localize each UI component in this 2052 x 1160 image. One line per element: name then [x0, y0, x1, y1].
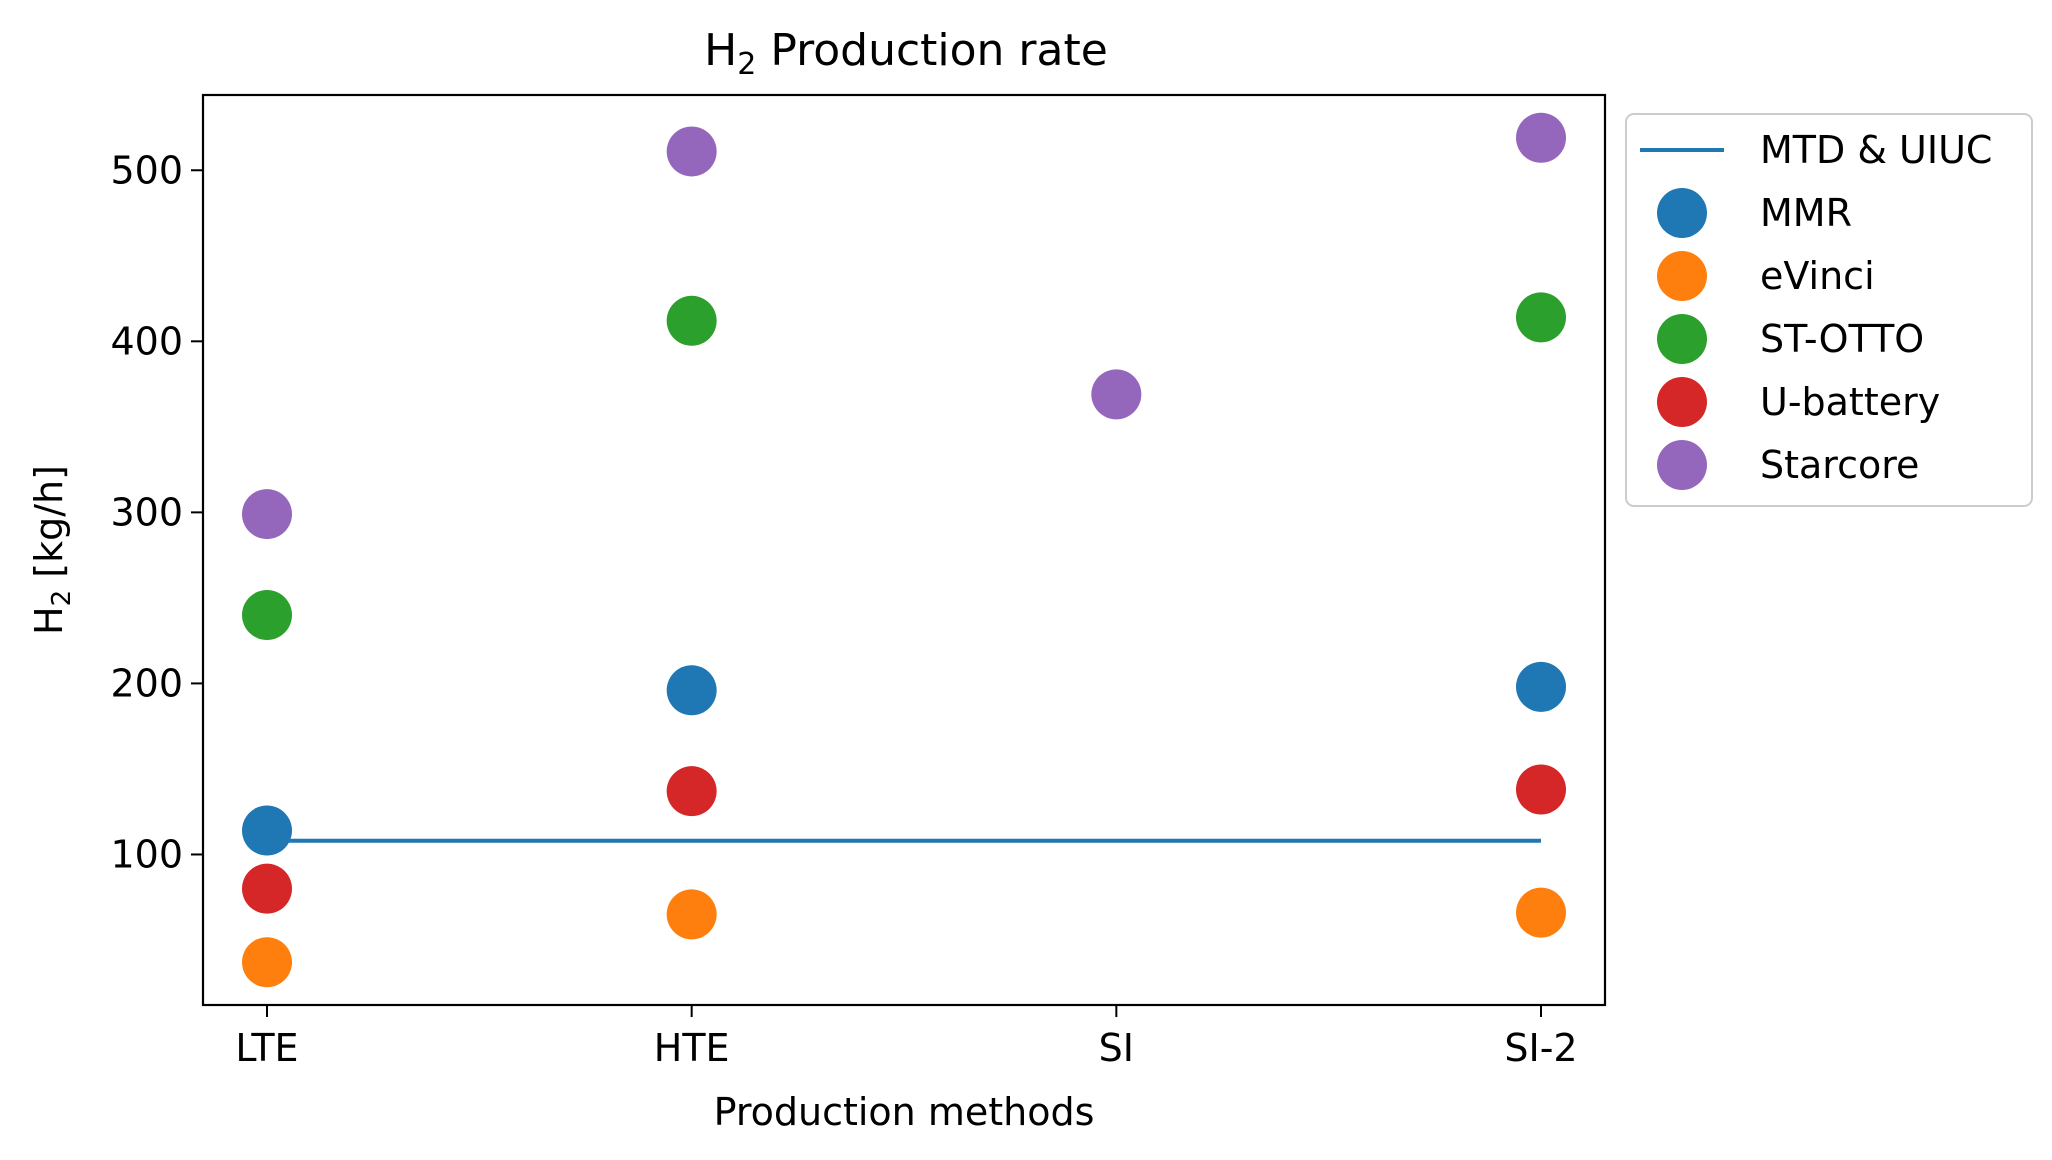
y-tick-label: 500	[110, 148, 183, 192]
point-u-battery	[666, 766, 717, 817]
point-u-battery	[1516, 764, 1566, 815]
legend-frame	[1625, 113, 2033, 507]
legend-marker	[1657, 314, 1707, 364]
y-axis-label-subscript: 2	[47, 590, 77, 607]
x-tick-label: SI-2	[1504, 1026, 1577, 1070]
point-starcore	[666, 126, 717, 177]
x-axis: LTE HTE SI SI-2	[235, 1005, 1578, 1070]
point-st-otto	[1516, 292, 1566, 343]
legend-marker	[1657, 377, 1707, 427]
point-mmr	[242, 805, 292, 856]
y-axis-label: H2 [kg/h]	[27, 465, 77, 635]
y-tick-label: 100	[110, 832, 183, 876]
y-axis-label-main: H	[27, 606, 71, 635]
point-starcore	[1091, 369, 1142, 420]
legend-marker	[1657, 251, 1707, 301]
legend-label: MTD & UIUC	[1760, 128, 1992, 172]
y-axis-label-rest: [kg/h]	[27, 465, 71, 590]
points-layer	[242, 112, 1566, 988]
legend-items: MTD & UIUC MMR eVinci ST-OTTO U-battery Starc…	[1640, 128, 1992, 490]
point-mmr	[666, 665, 717, 716]
point-starcore	[242, 489, 292, 540]
legend-label: MMR	[1760, 191, 1852, 235]
x-tick-label: LTE	[235, 1026, 298, 1070]
chart-title-subscript: 2	[737, 47, 756, 82]
legend-label: eVinci	[1760, 254, 1875, 298]
y-tick-label: 400	[110, 319, 183, 363]
y-axis: 100 200 300 400 500	[110, 148, 203, 876]
point-st-otto	[242, 590, 292, 640]
x-tick-label: HTE	[654, 1026, 730, 1070]
point-starcore	[1516, 112, 1566, 163]
point-evinci	[666, 889, 717, 940]
x-axis-label: Production methods	[714, 1090, 1095, 1134]
legend-label: Starcore	[1760, 443, 1919, 487]
legend-label: U-battery	[1760, 380, 1940, 424]
point-st-otto	[666, 295, 717, 346]
legend: MTD & UIUC MMR eVinci ST-OTTO U-battery Starc…	[1625, 113, 2033, 507]
point-evinci	[1516, 887, 1566, 938]
chart-title-rest: Production rate	[756, 25, 1107, 76]
point-mmr	[1516, 661, 1566, 712]
y-tick-label: 200	[110, 661, 183, 705]
y-tick-label: 300	[110, 490, 183, 534]
chart-title-main: H	[704, 25, 737, 76]
x-tick-label: SI	[1099, 1026, 1134, 1070]
point-u-battery	[242, 863, 292, 914]
legend-label: ST-OTTO	[1760, 317, 1924, 361]
plot-area	[201, 93, 1607, 1007]
point-evinci	[242, 937, 292, 988]
chart-title: H2 Production rate	[704, 25, 1108, 82]
legend-marker	[1657, 440, 1707, 490]
legend-marker	[1657, 188, 1707, 238]
